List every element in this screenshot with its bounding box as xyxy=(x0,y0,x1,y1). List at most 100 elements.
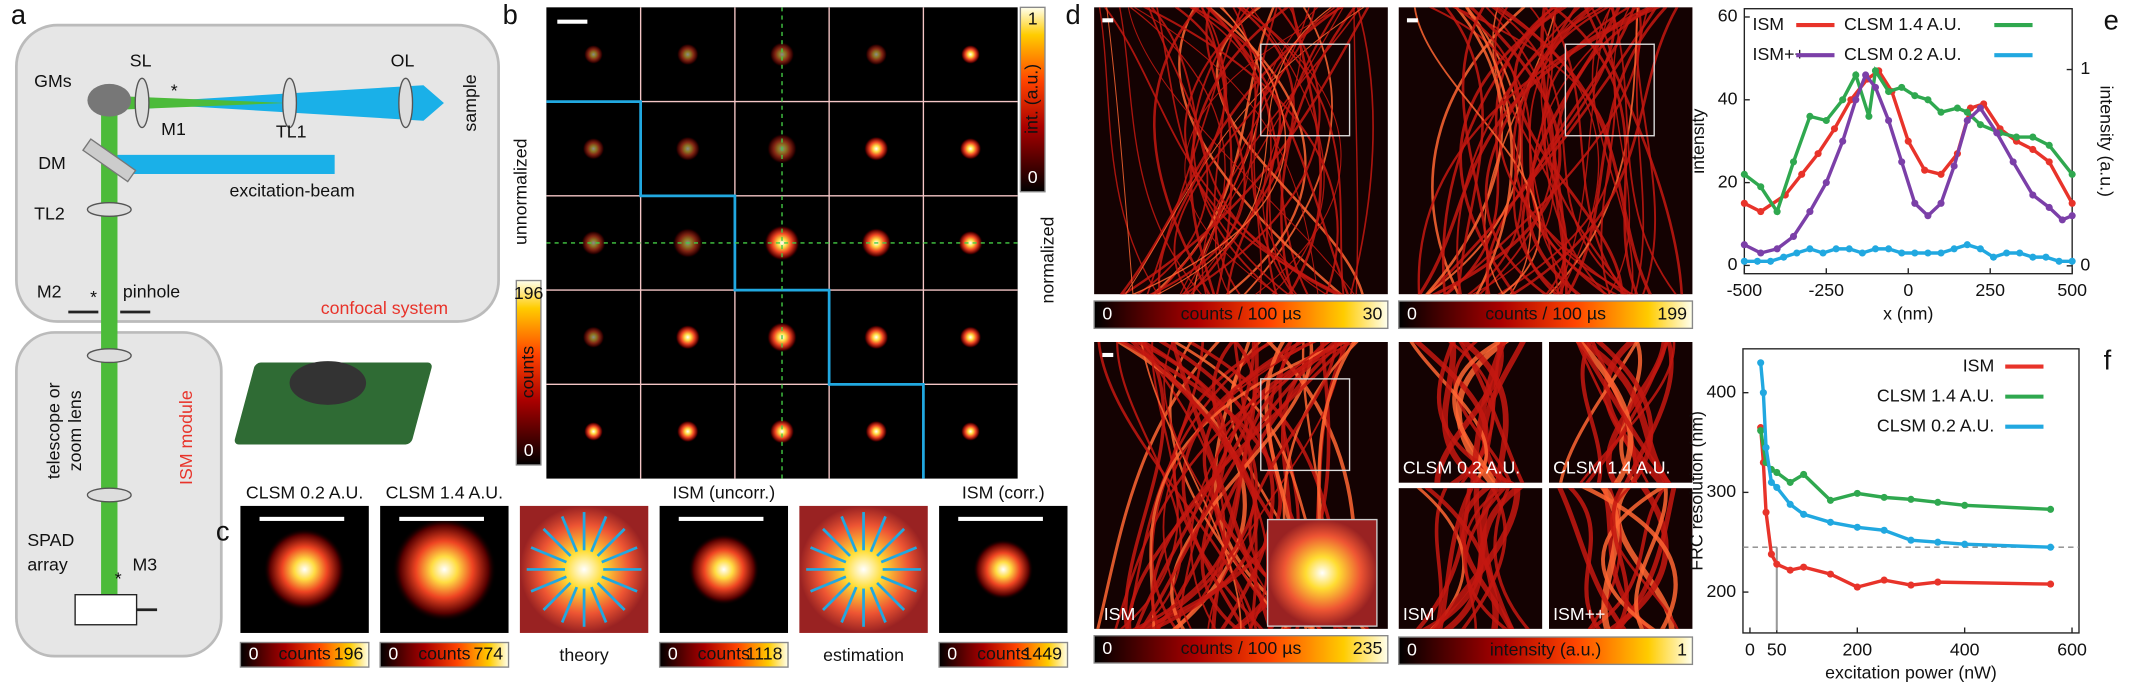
filament xyxy=(1581,488,1678,629)
filament xyxy=(1207,7,1350,295)
data-point xyxy=(2029,133,2037,141)
label: * xyxy=(90,287,97,307)
filament xyxy=(1559,342,1639,483)
data-point xyxy=(1822,116,1830,125)
filament xyxy=(1470,342,1507,483)
psf-spot xyxy=(769,42,795,67)
image-label: ISM xyxy=(1104,604,1136,624)
y-tick-label: 40 xyxy=(1718,88,1738,108)
colorbar-min: 0 xyxy=(1407,639,1417,659)
colorbar-max: 1118 xyxy=(746,643,783,663)
psf-spot xyxy=(865,420,888,443)
data-point xyxy=(1800,470,1808,478)
data-point xyxy=(1885,116,1893,125)
data-point xyxy=(1911,199,1919,207)
data-point xyxy=(1871,83,1880,91)
board-photo xyxy=(289,361,367,405)
scale-bar xyxy=(1102,18,1114,23)
x-tick-label: -500 xyxy=(1727,280,1763,300)
data-point xyxy=(1937,249,1945,257)
data-point xyxy=(1865,112,1873,120)
data-point xyxy=(1871,245,1880,253)
filaments xyxy=(1557,488,1679,629)
filament xyxy=(1106,7,1134,295)
colorbar-min: 0 xyxy=(524,440,534,460)
filament xyxy=(1179,7,1344,295)
filament xyxy=(1250,7,1295,295)
filament xyxy=(1169,342,1290,629)
filament xyxy=(1170,342,1314,629)
filament xyxy=(1181,342,1317,629)
colorbar xyxy=(239,641,370,668)
setup-diagram: GMs SL M1 * TL1 OL sample DM excitation-… xyxy=(15,23,500,658)
data-point xyxy=(1911,92,1919,100)
legend-label: CLSM 1.4 A.U. xyxy=(1844,14,1961,34)
filament xyxy=(1123,342,1166,629)
colorbar xyxy=(379,641,510,668)
legend-label: CLSM 0.2 A.U. xyxy=(1877,415,1994,435)
data-point xyxy=(2029,191,2037,199)
data-point xyxy=(1806,245,1814,253)
plot-frame xyxy=(1742,348,2080,634)
data-point xyxy=(1789,232,1798,240)
data-point xyxy=(1924,96,1932,104)
filament xyxy=(1453,7,1563,295)
vector xyxy=(590,586,608,623)
data-point xyxy=(2045,141,2053,149)
vector xyxy=(840,515,858,553)
psf-spot xyxy=(675,136,701,162)
data-point xyxy=(2012,133,2020,141)
filament xyxy=(1610,488,1679,629)
vector xyxy=(810,546,847,564)
filament xyxy=(1456,7,1581,295)
data-point xyxy=(1786,500,1794,508)
data-point xyxy=(2046,580,2055,588)
colorbar-min: 0 xyxy=(249,643,259,663)
data-point xyxy=(1845,245,1853,253)
filament xyxy=(1526,7,1621,295)
scale-bar xyxy=(1406,18,1418,23)
x-tick-label: 400 xyxy=(1950,639,1980,659)
filament xyxy=(1461,7,1490,295)
data-point xyxy=(1767,550,1775,558)
data-point xyxy=(1757,427,1765,435)
data-point xyxy=(1976,104,1984,112)
filament xyxy=(1150,7,1339,295)
filament xyxy=(1459,342,1509,483)
legend-label: CLSM 1.4 A.U. xyxy=(1877,385,1994,405)
data-point xyxy=(1907,495,1915,503)
data-point xyxy=(1767,257,1775,265)
y-tick-label: 200 xyxy=(1707,581,1737,601)
data-point xyxy=(2009,158,2017,166)
filament xyxy=(1409,342,1488,483)
data-point xyxy=(2046,505,2055,513)
y2-tick-label: 0 xyxy=(2080,255,2090,275)
data-point xyxy=(1773,245,1781,253)
filament xyxy=(1493,488,1530,629)
data-point xyxy=(1880,493,1888,501)
data-point xyxy=(1847,96,1855,104)
data-point xyxy=(1924,212,1932,220)
vector xyxy=(876,581,906,611)
filament xyxy=(1182,7,1321,295)
image-title: CLSM 1.4 A.U. xyxy=(386,482,503,502)
colorbar-label: counts xyxy=(517,346,537,398)
filament xyxy=(1131,7,1287,295)
lens xyxy=(86,201,132,218)
data-point xyxy=(1853,583,1861,591)
data-point xyxy=(2046,543,2055,551)
psf-spot xyxy=(583,44,604,65)
y-tick-label: 20 xyxy=(1718,171,1738,191)
label: pinhole xyxy=(123,282,180,302)
data-point xyxy=(2045,158,2053,166)
vector xyxy=(530,546,567,564)
image-title: CLSM 0.2 A.U. xyxy=(246,482,363,502)
data-point xyxy=(1757,183,1765,191)
colorbar-label: counts xyxy=(418,643,470,663)
colorbar-min: 0 xyxy=(1028,167,1038,187)
data-point xyxy=(2058,216,2066,224)
label: M1 xyxy=(161,119,186,139)
roi-box xyxy=(1564,43,1655,137)
colorbar-label: counts xyxy=(278,643,330,663)
